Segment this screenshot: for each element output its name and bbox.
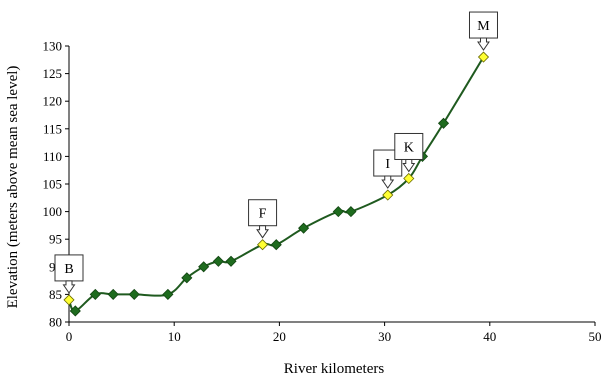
callout-arrow xyxy=(62,280,76,294)
callout-i: I xyxy=(373,149,403,189)
callout-arrow xyxy=(477,37,490,51)
data-point-marker xyxy=(181,272,193,284)
callout-box xyxy=(394,132,424,160)
point-callouts: B F IK M xyxy=(54,11,498,294)
callout-label: I xyxy=(385,157,390,172)
x-tick-label: 40 xyxy=(483,329,496,344)
x-tick-label: 20 xyxy=(273,329,286,344)
highlighted-point-marker xyxy=(403,172,415,185)
y-tick-label: 105 xyxy=(43,177,63,192)
data-point-marker xyxy=(69,305,81,317)
data-markers xyxy=(63,51,490,317)
y-tick-label: 115 xyxy=(43,121,62,136)
elevation-line xyxy=(68,56,485,312)
callout-b: B xyxy=(54,254,84,294)
x-tick-label: 30 xyxy=(378,329,391,344)
data-point-marker xyxy=(128,288,140,300)
data-point-marker xyxy=(437,117,450,129)
highlighted-point-marker xyxy=(477,51,490,63)
y-tick-label: 100 xyxy=(43,204,63,219)
data-point-marker xyxy=(225,255,237,267)
data-point-marker xyxy=(198,261,210,273)
y-tick-label: 120 xyxy=(43,94,63,109)
callout-box xyxy=(468,11,498,39)
callout-arrow xyxy=(256,225,270,239)
callout-box xyxy=(54,254,84,282)
data-point-marker xyxy=(345,206,357,218)
highlighted-point-marker xyxy=(257,239,269,251)
y-tick-label: 85 xyxy=(49,287,62,302)
callout-m: M xyxy=(468,11,498,51)
tick-labels: 8085909510010511011512012513001020304050 xyxy=(43,39,602,345)
callout-label: K xyxy=(404,140,414,155)
chart-axes xyxy=(65,45,596,326)
callout-label: B xyxy=(64,262,73,277)
data-point-marker xyxy=(212,255,224,267)
highlighted-point-marker xyxy=(382,189,394,201)
callout-label: F xyxy=(259,207,267,222)
data-point-marker xyxy=(332,206,344,218)
data-point-marker xyxy=(298,222,310,234)
y-axis-label: Elevation (meters above mean sea level) xyxy=(5,66,21,309)
data-point-marker xyxy=(270,239,282,251)
y-tick-label: 95 xyxy=(49,232,62,247)
highlighted-point-marker xyxy=(63,294,75,306)
x-axis-label: River kilometers xyxy=(284,361,385,377)
x-tick-label: 10 xyxy=(168,329,181,344)
data-point-marker xyxy=(107,288,119,300)
y-tick-label: 110 xyxy=(43,149,62,164)
callout-label: M xyxy=(477,19,490,34)
callout-f: F xyxy=(248,199,278,239)
x-tick-label: 0 xyxy=(66,329,73,344)
y-tick-label: 125 xyxy=(43,66,63,81)
callout-arrow xyxy=(402,158,416,173)
data-point-marker xyxy=(162,288,174,300)
callout-arrow xyxy=(381,175,395,189)
callout-k: K xyxy=(394,132,424,173)
y-tick-label: 130 xyxy=(43,39,63,54)
x-tick-label: 50 xyxy=(589,329,602,344)
data-point-marker xyxy=(89,288,101,300)
y-tick-label: 80 xyxy=(49,315,62,330)
